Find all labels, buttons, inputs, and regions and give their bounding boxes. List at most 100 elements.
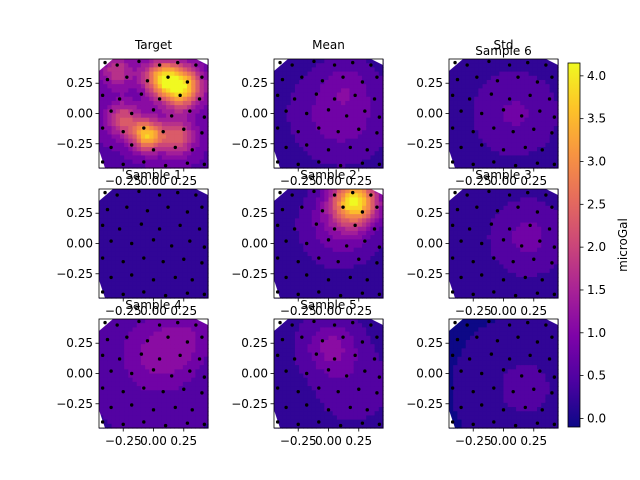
heat-cell [107, 281, 113, 287]
heat-cell [303, 138, 309, 144]
y-tick-label: 0.00 [416, 107, 443, 121]
heat-cell [349, 88, 355, 94]
heat-cell [378, 197, 384, 203]
heat-cell [362, 92, 367, 98]
heat-cell [299, 193, 304, 198]
heat-cell [115, 285, 121, 291]
heat-cell [191, 281, 197, 287]
heat-cell [119, 71, 125, 77]
heat-cell [140, 243, 146, 249]
heat-cell [499, 264, 505, 270]
heat-cell [549, 230, 555, 236]
heat-cell [457, 214, 463, 219]
heat-cell [457, 151, 463, 157]
heat-cell [149, 134, 155, 140]
heat-cell [486, 260, 492, 266]
heat-cell [545, 293, 551, 299]
heat-cell [307, 230, 313, 236]
station-dot [375, 205, 379, 209]
heat-cell [191, 373, 197, 379]
heat-cell [537, 243, 542, 249]
heat-cell [453, 113, 458, 119]
heat-cell [103, 423, 108, 429]
heat-cell [132, 381, 138, 387]
heat-cell [178, 339, 184, 345]
heat-cell [161, 352, 167, 358]
heat-cell [349, 218, 355, 224]
heat-cell [191, 205, 197, 211]
heat-cell [341, 201, 346, 207]
station-dot [296, 129, 300, 134]
heat-cell [553, 88, 559, 94]
heat-cell [157, 147, 163, 152]
heat-cell [320, 193, 325, 198]
station-dot [471, 259, 475, 264]
station-dot [151, 278, 156, 282]
heat-cell [349, 100, 355, 106]
heat-cell [336, 193, 342, 198]
heat-cell [128, 222, 134, 228]
heat-cell [524, 67, 530, 73]
heat-cell [178, 373, 184, 379]
heat-cell [449, 75, 454, 81]
heat-cell [516, 289, 521, 295]
heat-cell [461, 75, 467, 81]
heat-cell [486, 100, 492, 106]
station-dot [130, 241, 134, 246]
heat-cell [203, 147, 209, 152]
heat-cell [374, 113, 380, 119]
heat-cell [278, 121, 283, 127]
heat-cell [303, 147, 309, 152]
heat-cell [290, 197, 296, 203]
station-dot [137, 59, 141, 64]
x-tick-label: −0.25 [455, 174, 492, 188]
heat-cell [378, 251, 384, 257]
heat-cell [449, 277, 454, 282]
heat-cell [320, 113, 325, 119]
heat-cell [140, 100, 146, 106]
heat-cell [107, 411, 113, 417]
heat-cell [495, 84, 500, 89]
heat-cell [286, 264, 292, 270]
heat-cell [532, 239, 538, 245]
heat-cell [453, 121, 458, 127]
heat-cell [182, 218, 188, 224]
heat-cell [499, 218, 505, 224]
heat-cell [545, 260, 551, 266]
heat-cell [545, 272, 551, 278]
heat-cell [532, 138, 538, 144]
heat-cell [449, 260, 454, 266]
heat-cell [516, 59, 521, 64]
heat-cell [145, 142, 150, 148]
heat-cell [537, 88, 542, 94]
heat-cell [528, 226, 534, 232]
heat-cell [157, 352, 163, 358]
heat-cell [136, 222, 142, 228]
heat-cell [453, 138, 458, 144]
heat-cell [174, 92, 180, 98]
heat-cell [449, 243, 454, 249]
heat-cell [286, 96, 292, 102]
heat-cell [495, 256, 500, 261]
heat-cell [486, 105, 492, 110]
heat-cell [187, 79, 192, 85]
heat-cell [341, 243, 346, 249]
heat-cell [274, 134, 279, 140]
heat-cell [516, 151, 521, 157]
heat-cell [553, 251, 559, 257]
heat-cell [128, 365, 134, 370]
heat-cell [115, 105, 121, 110]
heat-cell [278, 281, 283, 287]
heat-cell [140, 352, 146, 358]
heat-cell [549, 243, 555, 249]
heat-cell [128, 159, 134, 165]
heat-cell [182, 75, 188, 81]
heat-cell [115, 147, 121, 152]
heat-cell [449, 264, 454, 270]
heat-cell [187, 327, 192, 333]
heat-cell [469, 189, 475, 194]
heat-cell [532, 264, 538, 270]
heat-cell [499, 247, 505, 253]
heat-cell [290, 268, 296, 274]
heat-cell [345, 251, 351, 257]
